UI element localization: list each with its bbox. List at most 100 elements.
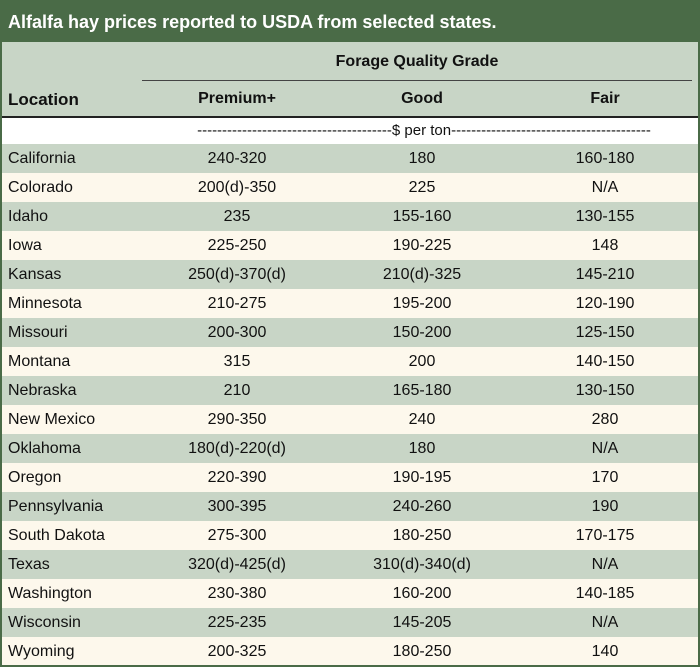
location-cell: Pennsylvania: [8, 498, 104, 515]
premium-cell: 225-235: [207, 614, 267, 631]
premium-cell: 320(d)-425(d): [188, 556, 286, 573]
fair-cell: 148: [591, 237, 619, 254]
location-cell: Wyoming: [8, 643, 75, 660]
fair-cell: 130-150: [575, 382, 635, 399]
fair-cell: 145-210: [575, 266, 635, 283]
fair-cell: 170: [591, 469, 619, 486]
fair-cell: 120-190: [575, 295, 635, 312]
table-row: Iowa 225-250 190-225 148: [2, 231, 698, 260]
table-row: New Mexico 290-350 240 280: [2, 405, 698, 434]
good-cell: 180-250: [392, 643, 452, 660]
good-cell: 180: [408, 440, 436, 457]
fair-cell: 190: [591, 498, 619, 515]
table-row: Idaho 235 155-160 130-155: [2, 202, 698, 231]
location-cell: Montana: [8, 353, 71, 370]
premium-cell: 225-250: [207, 237, 267, 254]
good-cell: 240: [408, 411, 436, 428]
premium-cell: 200(d)-350: [197, 179, 277, 196]
table-row: Minnesota 210-275 195-200 120-190: [2, 289, 698, 318]
table-header: Forage Quality Grade Location Premium+ G…: [2, 42, 698, 118]
premium-cell: 300-395: [207, 498, 267, 515]
premium-cell: 180(d)-220(d): [188, 440, 286, 457]
location-cell: New Mexico: [8, 411, 96, 428]
good-cell: 225: [408, 179, 436, 196]
fair-cell: 125-150: [575, 324, 635, 341]
good-cell: 180: [408, 150, 436, 167]
good-cell: 145-205: [392, 614, 452, 631]
premium-cell: 210: [223, 382, 251, 399]
premium-cell: 210-275: [207, 295, 267, 312]
fair-cell: N/A: [591, 614, 619, 631]
fair-cell: N/A: [591, 440, 619, 457]
forage-quality-grade-header: Forage Quality Grade: [142, 42, 692, 81]
location-cell: Oregon: [8, 469, 62, 486]
good-cell: 180-250: [392, 527, 452, 544]
premium-cell: 250(d)-370(d): [188, 266, 286, 283]
table-row: Kansas 250(d)-370(d) 210(d)-325 145-210: [2, 260, 698, 289]
good-cell: 210(d)-325: [382, 266, 462, 283]
location-cell: Iowa: [8, 237, 42, 254]
good-cell: 150-200: [392, 324, 452, 341]
fair-cell: 140-150: [575, 353, 635, 370]
location-column-header: Location: [8, 90, 79, 109]
table-body: California 240-320 180 160-180 Colorado 200(d…: [2, 144, 698, 665]
fair-cell: 160-180: [575, 150, 635, 167]
table-row: Wyoming 200-325 180-250 140: [2, 637, 698, 665]
premium-cell: 230-380: [207, 585, 267, 602]
premium-cell: 290-350: [207, 411, 267, 428]
good-cell: 310(d)-340(d): [373, 556, 471, 573]
premium-cell: 235: [223, 208, 251, 225]
table-row: Montana 315 200 140-150: [2, 347, 698, 376]
good-cell: 165-180: [392, 382, 452, 399]
premium-cell: 240-320: [207, 150, 267, 167]
table-row: Missouri 200-300 150-200 125-150: [2, 318, 698, 347]
location-cell: Colorado: [8, 179, 73, 196]
location-cell: Minnesota: [8, 295, 82, 312]
location-cell: California: [8, 150, 76, 167]
table-row: South Dakota 275-300 180-250 170-175: [2, 521, 698, 550]
fair-cell: 140: [591, 643, 619, 660]
location-cell: Idaho: [8, 208, 49, 225]
location-cell: Washington: [8, 585, 92, 602]
location-cell: Wisconsin: [8, 614, 81, 631]
good-cell: 155-160: [392, 208, 452, 225]
table-row: California 240-320 180 160-180: [2, 144, 698, 173]
good-cell: 160-200: [392, 585, 452, 602]
premium-cell: 200-325: [207, 643, 267, 660]
table-row: Wisconsin 225-235 145-205 N/A: [2, 608, 698, 637]
location-cell: Oklahoma: [8, 440, 81, 457]
table-row: Nebraska 210 165-180 130-150: [2, 376, 698, 405]
location-cell: South Dakota: [8, 527, 105, 544]
fair-cell: 130-155: [575, 208, 635, 225]
fair-cell: 280: [591, 411, 619, 428]
fair-cell: N/A: [591, 179, 619, 196]
location-cell: Nebraska: [8, 382, 77, 399]
fair-cell: 140-185: [575, 585, 635, 602]
good-cell: 200: [408, 353, 436, 370]
good-cell: 190-225: [392, 237, 452, 254]
premium-cell: 315: [223, 353, 251, 370]
location-cell: Missouri: [8, 324, 68, 341]
good-cell: 240-260: [392, 498, 452, 515]
table-row: Colorado 200(d)-350 225 N/A: [2, 173, 698, 202]
good-column-header: Good: [401, 90, 443, 107]
table-row: Washington 230-380 160-200 140-185: [2, 579, 698, 608]
table-row: Texas 320(d)-425(d) 310(d)-340(d) N/A: [2, 550, 698, 579]
premium-cell: 220-390: [207, 469, 267, 486]
fair-cell: N/A: [591, 556, 619, 573]
table-row: Oregon 220-390 190-195 170: [2, 463, 698, 492]
table-row: Oklahoma 180(d)-220(d) 180 N/A: [2, 434, 698, 463]
table-title: Alfalfa hay prices reported to USDA from…: [2, 2, 698, 42]
premium-cell: 200-300: [207, 324, 267, 341]
good-cell: 190-195: [392, 469, 452, 486]
location-cell: Texas: [8, 556, 50, 573]
location-cell: Kansas: [8, 266, 62, 283]
premium-column-header: Premium+: [198, 90, 276, 107]
fair-cell: 170-175: [575, 527, 635, 544]
fair-column-header: Fair: [590, 90, 620, 107]
good-cell: 195-200: [392, 295, 452, 312]
units-row: ---------------------------------------$…: [2, 118, 698, 144]
premium-cell: 275-300: [207, 527, 267, 544]
table-row: Pennsylvania 300-395 240-260 190: [2, 492, 698, 521]
